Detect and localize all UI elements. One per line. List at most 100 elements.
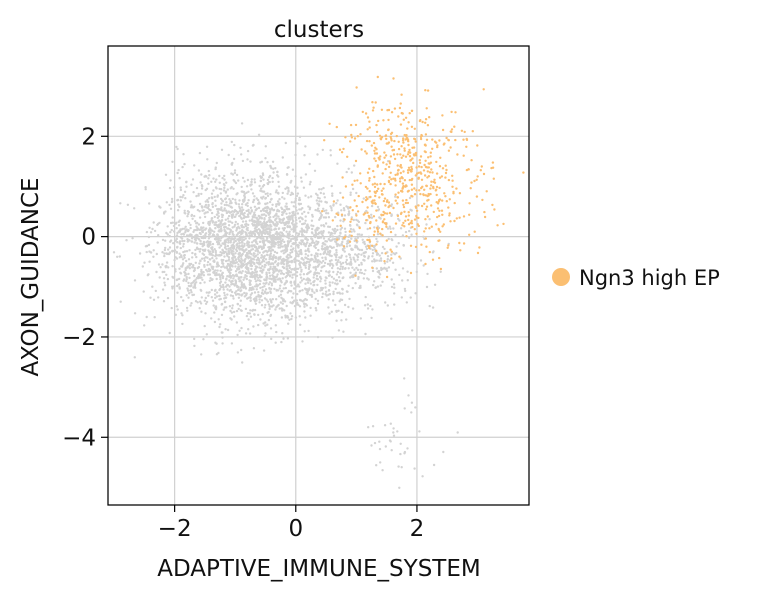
data-point: [422, 264, 425, 267]
data-point: [209, 235, 212, 238]
data-point: [304, 215, 307, 218]
data-point: [231, 216, 234, 219]
data-point: [439, 267, 443, 271]
data-point: [305, 261, 308, 265]
data-point: [270, 337, 273, 341]
data-point: [448, 214, 451, 217]
data-point: [424, 121, 427, 125]
data-point: [215, 236, 218, 239]
data-point: [275, 298, 278, 301]
data-point: [298, 198, 302, 202]
data-point: [328, 274, 331, 277]
data-point: [368, 177, 371, 180]
data-point: [378, 216, 381, 219]
data-point: [259, 230, 262, 233]
data-point: [201, 229, 205, 232]
data-point: [281, 297, 284, 300]
data-point: [231, 238, 234, 241]
data-point: [313, 291, 316, 294]
data-point: [312, 284, 315, 287]
data-point: [440, 209, 444, 212]
data-point: [313, 244, 316, 248]
data-point: [362, 277, 365, 280]
data-point: [414, 205, 417, 208]
data-point: [178, 277, 181, 281]
data-point: [255, 270, 259, 273]
data-point: [349, 220, 352, 223]
data-point: [238, 207, 242, 210]
data-point: [221, 199, 224, 202]
data-point: [389, 230, 393, 234]
data-point: [165, 201, 168, 204]
data-point: [189, 223, 192, 227]
data-point: [270, 207, 273, 210]
data-point: [431, 251, 435, 254]
data-point: [297, 244, 300, 247]
data-point: [350, 218, 353, 221]
data-point: [343, 303, 347, 307]
data-point: [368, 190, 371, 193]
data-point: [493, 208, 496, 211]
data-point: [359, 268, 362, 272]
data-point: [203, 212, 206, 215]
data-point: [432, 210, 435, 214]
data-point: [224, 191, 228, 194]
data-point: [220, 236, 223, 240]
data-point: [290, 201, 293, 204]
data-point: [425, 184, 428, 188]
data-point: [394, 233, 397, 237]
data-point: [199, 276, 202, 279]
data-point: [347, 305, 350, 309]
data-point: [325, 290, 328, 293]
data-point: [364, 251, 367, 254]
data-point: [256, 256, 260, 259]
data-point: [293, 224, 297, 227]
data-point: [408, 148, 411, 152]
data-point: [386, 227, 390, 230]
data-point: [227, 268, 230, 271]
data-point: [215, 213, 219, 216]
data-point: [354, 253, 357, 256]
data-point: [415, 270, 418, 274]
data-point: [413, 218, 417, 221]
data-point: [418, 159, 421, 162]
data-point: [278, 307, 281, 310]
data-point: [217, 239, 220, 243]
data-point: [460, 129, 464, 132]
data-point: [232, 241, 235, 244]
data-point: [276, 209, 279, 213]
data-point: [225, 181, 228, 184]
data-point: [238, 241, 241, 245]
data-point: [333, 227, 337, 231]
data-point: [256, 279, 259, 282]
data-point: [462, 242, 466, 245]
data-point: [268, 271, 271, 275]
data-point: [195, 186, 199, 190]
data-point: [270, 197, 273, 201]
data-point: [284, 243, 287, 247]
data-point: [190, 284, 193, 287]
data-point: [414, 151, 418, 155]
data-point: [320, 232, 323, 235]
data-point: [476, 144, 479, 147]
data-point: [329, 245, 332, 248]
data-point: [216, 273, 220, 277]
data-point: [384, 154, 388, 157]
data-point: [291, 219, 295, 222]
data-point: [348, 234, 351, 237]
data-point: [200, 268, 203, 272]
data-point: [390, 253, 393, 256]
data-point: [350, 133, 353, 137]
data-point: [470, 181, 473, 184]
data-point: [363, 254, 366, 258]
data-point: [227, 247, 230, 250]
data-point: [345, 245, 349, 248]
data-point: [275, 306, 278, 309]
data-point: [144, 188, 147, 191]
data-point: [380, 251, 384, 255]
data-point: [277, 180, 280, 184]
data-point: [237, 288, 240, 291]
data-point: [356, 219, 359, 222]
data-point: [336, 228, 339, 232]
data-point: [294, 241, 297, 244]
